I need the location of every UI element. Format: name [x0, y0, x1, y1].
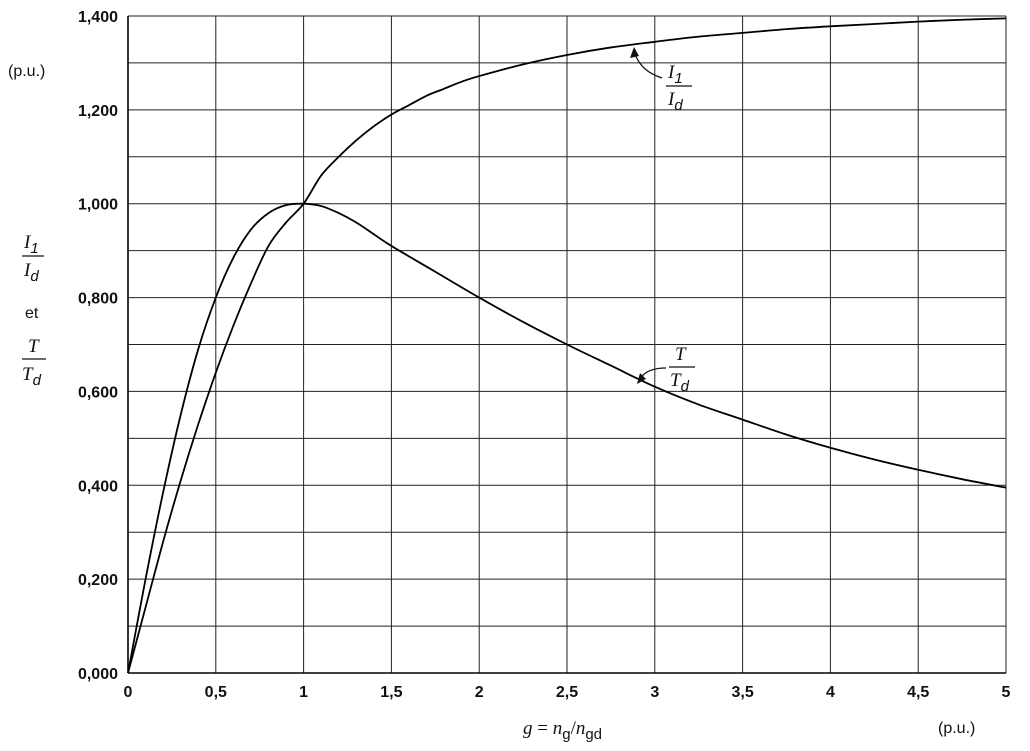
y-label-num1: I1	[23, 232, 39, 257]
x-tick-label: 2	[475, 684, 484, 701]
y-tick-label: 0,200	[78, 572, 118, 589]
y-tick-label: 0,400	[78, 478, 118, 495]
y-tick-labels: 0,000 0,200 0,400 0,600 0,800 1,000 1,200 1,400	[78, 9, 118, 683]
x-axis-label: g = ng/ngd	[523, 718, 602, 743]
series-line-current	[127, 17, 1007, 674]
y-tick-label: 0,800	[78, 291, 118, 308]
y-tick-label: 0,600	[78, 384, 118, 401]
x-tick-label: 1	[299, 684, 308, 701]
current-label-num: I1	[667, 62, 683, 87]
series-line-torque	[127, 202, 1007, 674]
x-tick-label: 0	[124, 684, 133, 701]
y-unit-label: (p.u.)	[8, 63, 45, 80]
x-tick-label: 3	[650, 684, 659, 701]
series-label-current: I1 Id	[630, 47, 692, 114]
x-tick-label: 2,5	[556, 684, 578, 701]
axes	[127, 16, 1006, 674]
y-axis-label: I1 Id et T Td	[22, 232, 46, 389]
y-label-num2: T	[28, 336, 40, 357]
current-label-den: Id	[667, 89, 683, 114]
y-tick-label: 1,200	[78, 103, 118, 120]
y-tick-label: 1,400	[78, 9, 118, 26]
y-label-conjunction: et	[25, 305, 39, 322]
y-label-den2: Td	[22, 364, 42, 389]
torque-label-num: T	[675, 344, 687, 365]
x-tick-label: 0,5	[205, 684, 227, 701]
x-unit-label: (p.u.)	[938, 720, 975, 737]
x-tick-label: 5	[1002, 684, 1011, 701]
torque-label-arrowhead	[637, 373, 646, 384]
x-tick-labels: 0 0,5 1 1,5 2 2,5 3 3,5 4 4,5 5	[124, 684, 1011, 701]
series-lines	[127, 17, 1007, 674]
current-label-arrowhead	[630, 47, 639, 58]
x-tick-label: 4	[826, 684, 835, 701]
x-tick-label: 1,5	[380, 684, 402, 701]
y-tick-label: 1,000	[78, 197, 118, 214]
series-label-torque: T Td	[637, 344, 695, 395]
x-tick-label: 4,5	[907, 684, 929, 701]
torque-label-den: Td	[670, 370, 690, 395]
y-tick-label: 0,000	[78, 666, 118, 683]
y-label-den1: Id	[23, 260, 39, 285]
x-tick-label: 3,5	[731, 684, 753, 701]
